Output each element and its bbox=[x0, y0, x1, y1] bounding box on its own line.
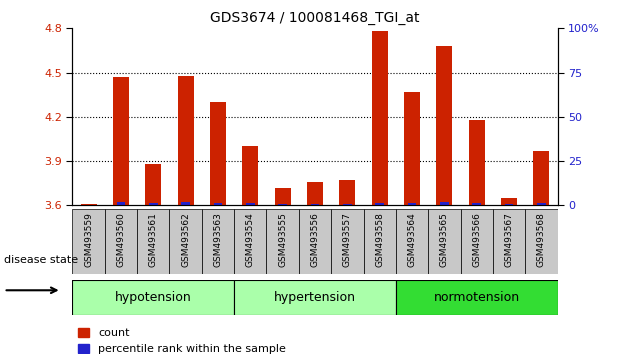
Bar bbox=[214, 203, 222, 205]
Bar bbox=[299, 209, 331, 274]
Bar bbox=[428, 209, 461, 274]
Bar bbox=[202, 209, 234, 274]
Text: GSM493564: GSM493564 bbox=[408, 212, 416, 267]
Text: GSM493555: GSM493555 bbox=[278, 212, 287, 267]
Bar bbox=[339, 180, 355, 205]
Bar bbox=[178, 75, 194, 205]
Bar bbox=[331, 209, 364, 274]
Bar bbox=[343, 204, 352, 205]
Bar bbox=[266, 209, 299, 274]
Bar bbox=[440, 202, 449, 205]
Bar bbox=[210, 102, 226, 205]
Bar bbox=[72, 280, 234, 315]
Bar bbox=[364, 209, 396, 274]
Text: GSM493565: GSM493565 bbox=[440, 212, 449, 267]
Bar bbox=[234, 280, 396, 315]
Bar bbox=[461, 209, 493, 274]
Bar bbox=[533, 151, 549, 205]
Bar bbox=[72, 209, 105, 274]
Bar bbox=[525, 209, 558, 274]
Bar bbox=[149, 203, 158, 205]
Bar bbox=[472, 203, 481, 205]
Bar bbox=[117, 202, 125, 205]
Text: GSM493556: GSM493556 bbox=[311, 212, 319, 267]
Text: hypotension: hypotension bbox=[115, 291, 192, 304]
Text: GSM493557: GSM493557 bbox=[343, 212, 352, 267]
Bar bbox=[181, 202, 190, 205]
Text: GSM493560: GSM493560 bbox=[117, 212, 125, 267]
Bar bbox=[396, 280, 558, 315]
Title: GDS3674 / 100081468_TGI_at: GDS3674 / 100081468_TGI_at bbox=[210, 11, 420, 24]
Bar bbox=[242, 146, 258, 205]
Bar bbox=[105, 209, 137, 274]
Bar bbox=[537, 203, 546, 205]
Bar bbox=[246, 204, 255, 205]
Text: GSM493566: GSM493566 bbox=[472, 212, 481, 267]
Bar bbox=[113, 77, 129, 205]
Bar bbox=[436, 46, 452, 205]
Text: GSM493558: GSM493558 bbox=[375, 212, 384, 267]
Bar bbox=[311, 204, 319, 205]
Bar bbox=[404, 92, 420, 205]
Text: GSM493568: GSM493568 bbox=[537, 212, 546, 267]
Text: normotension: normotension bbox=[433, 291, 520, 304]
Bar bbox=[408, 203, 416, 205]
Bar bbox=[307, 182, 323, 205]
Text: GSM493567: GSM493567 bbox=[505, 212, 513, 267]
Text: GSM493554: GSM493554 bbox=[246, 212, 255, 267]
Legend: count, percentile rank within the sample: count, percentile rank within the sample bbox=[78, 328, 286, 354]
Bar bbox=[278, 204, 287, 205]
Text: disease state: disease state bbox=[4, 255, 77, 265]
Bar bbox=[493, 209, 525, 274]
Bar bbox=[234, 209, 266, 274]
Bar bbox=[372, 31, 387, 205]
Bar bbox=[137, 209, 169, 274]
Bar bbox=[375, 203, 384, 205]
Bar bbox=[501, 198, 517, 205]
Bar bbox=[505, 204, 513, 205]
Text: hypertension: hypertension bbox=[274, 291, 356, 304]
Text: GSM493559: GSM493559 bbox=[84, 212, 93, 267]
Bar bbox=[145, 164, 161, 205]
Bar bbox=[275, 188, 291, 205]
Text: GSM493562: GSM493562 bbox=[181, 212, 190, 267]
Bar bbox=[469, 120, 485, 205]
Text: GSM493561: GSM493561 bbox=[149, 212, 158, 267]
Text: GSM493563: GSM493563 bbox=[214, 212, 222, 267]
Bar bbox=[169, 209, 202, 274]
Bar bbox=[81, 204, 97, 205]
Bar bbox=[396, 209, 428, 274]
